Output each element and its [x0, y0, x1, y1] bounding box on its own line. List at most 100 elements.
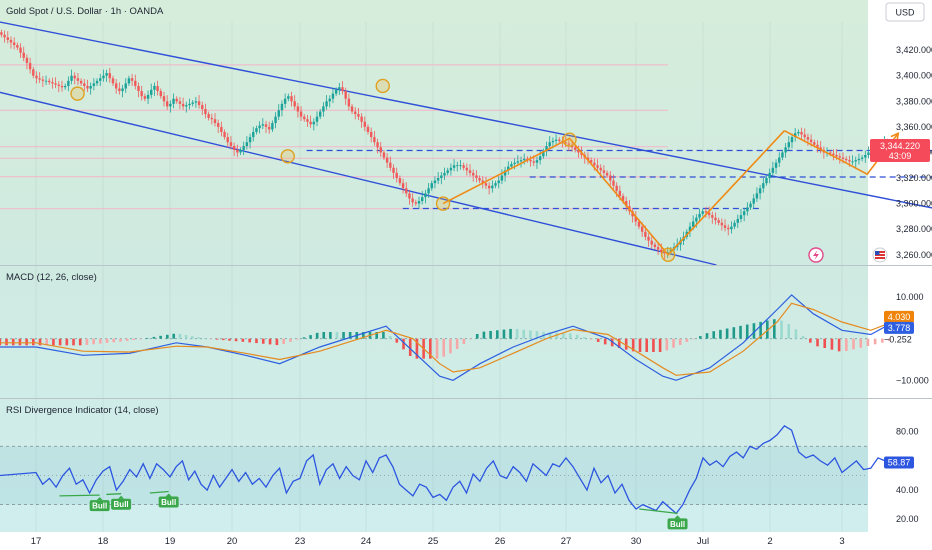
candlestick[interactable]	[768, 168, 771, 184]
candlestick[interactable]	[92, 78, 96, 91]
macd-histogram-bar[interactable]	[739, 325, 742, 339]
macd-histogram-bar[interactable]	[515, 329, 519, 339]
candlestick[interactable]	[130, 73, 134, 87]
macd-histogram-bar[interactable]	[712, 331, 716, 339]
macd-histogram-bar[interactable]	[652, 338, 655, 352]
candlestick[interactable]	[736, 214, 740, 229]
bull-divergence-badge[interactable]: Bull	[89, 497, 110, 512]
candlestick[interactable]	[749, 201, 752, 211]
candlestick[interactable]	[357, 107, 360, 121]
candlestick[interactable]	[771, 161, 775, 177]
candlestick[interactable]	[459, 159, 462, 170]
candlestick[interactable]	[507, 161, 510, 175]
candlestick[interactable]	[411, 193, 414, 207]
macd-histogram-bar[interactable]	[58, 338, 62, 346]
candlestick[interactable]	[787, 136, 791, 151]
macd-histogram-bar[interactable]	[562, 332, 565, 339]
pivot-circle-marker[interactable]	[375, 78, 390, 94]
candlestick[interactable]	[252, 126, 255, 142]
candlestick[interactable]	[140, 85, 143, 101]
macd-histogram-bar[interactable]	[752, 323, 756, 339]
macd-histogram-bar[interactable]	[881, 338, 884, 343]
candlestick[interactable]	[35, 71, 38, 84]
candlestick[interactable]	[54, 77, 57, 89]
macd-histogram-bar[interactable]	[52, 338, 55, 346]
candlestick[interactable]	[701, 208, 704, 217]
candlestick[interactable]	[602, 165, 606, 178]
candlestick[interactable]	[605, 170, 609, 179]
macd-histogram-bar[interactable]	[866, 338, 870, 346]
macd-histogram-bar[interactable]	[228, 338, 231, 341]
candlestick[interactable]	[436, 171, 440, 185]
candlestick[interactable]	[558, 137, 561, 144]
macd-histogram-bar[interactable]	[645, 338, 649, 352]
candlestick[interactable]	[188, 98, 191, 110]
candlestick[interactable]	[452, 159, 456, 172]
macd-histogram-bar[interactable]	[65, 338, 69, 346]
projection-arrowhead[interactable]	[890, 131, 900, 142]
candlestick[interactable]	[433, 176, 437, 189]
macd-value-tag[interactable]	[884, 321, 914, 334]
candlestick[interactable]	[338, 82, 341, 96]
candlestick[interactable]	[430, 180, 433, 191]
candlestick[interactable]	[707, 206, 711, 219]
candlestick[interactable]	[363, 116, 367, 132]
candlestick[interactable]	[758, 184, 762, 200]
macd-histogram-bar[interactable]	[388, 336, 392, 339]
macd-histogram-bar[interactable]	[873, 338, 877, 345]
macd-histogram-bar[interactable]	[665, 338, 669, 351]
candlestick[interactable]	[596, 159, 599, 172]
macd-histogram-bar[interactable]	[241, 338, 245, 342]
candlestick[interactable]	[698, 208, 701, 223]
macd-histogram-bar[interactable]	[132, 338, 136, 341]
candlestick[interactable]	[38, 72, 41, 84]
macd-histogram-bar[interactable]	[159, 335, 162, 339]
candlestick[interactable]	[172, 93, 175, 109]
candlestick[interactable]	[456, 161, 459, 172]
candlestick[interactable]	[554, 134, 558, 146]
candlestick[interactable]	[819, 141, 822, 154]
candlestick[interactable]	[146, 90, 150, 104]
bull-divergence-badge[interactable]: Bull	[111, 495, 132, 510]
macd-histogram-bar[interactable]	[780, 320, 783, 339]
macd-histogram-bar[interactable]	[209, 338, 213, 340]
candlestick[interactable]	[350, 103, 354, 115]
candlestick[interactable]	[366, 124, 370, 135]
candlestick[interactable]	[242, 141, 245, 156]
currency-button[interactable]: USD	[885, 2, 925, 22]
macd-histogram-bar[interactable]	[125, 338, 129, 341]
candlestick[interactable]	[392, 164, 395, 180]
macd-histogram-bar[interactable]	[322, 332, 326, 339]
candlestick[interactable]	[232, 142, 236, 157]
candlestick[interactable]	[334, 87, 338, 97]
candlestick[interactable]	[765, 175, 768, 186]
macd-histogram-bar[interactable]	[395, 338, 399, 343]
macd-histogram-bar[interactable]	[816, 338, 819, 347]
candlestick[interactable]	[162, 91, 166, 107]
candlestick[interactable]	[535, 156, 539, 169]
macd-histogram-bar[interactable]	[469, 338, 472, 340]
candlestick[interactable]	[462, 162, 465, 171]
bull-divergence-badge[interactable]: Bull	[158, 493, 179, 508]
candlestick[interactable]	[51, 77, 54, 89]
candlestick[interactable]	[545, 141, 548, 157]
candlestick[interactable]	[223, 129, 226, 140]
candlestick[interactable]	[860, 155, 864, 162]
candlestick[interactable]	[398, 175, 402, 186]
candlestick[interactable]	[22, 46, 25, 62]
candlestick[interactable]	[315, 111, 319, 127]
macd-histogram-bar[interactable]	[38, 338, 42, 346]
rsi-panel[interactable]: Bull Bull Bull Bull	[0, 424, 893, 530]
candlestick[interactable]	[369, 127, 373, 143]
candlestick[interactable]	[774, 159, 778, 174]
macd-histogram-bar[interactable]	[275, 338, 279, 346]
channel-upper-line[interactable]	[0, 21, 932, 210]
macd-histogram-bar[interactable]	[429, 338, 432, 359]
candlestick[interactable]	[414, 199, 418, 207]
macd-histogram-bar[interactable]	[78, 338, 82, 346]
candlestick[interactable]	[612, 174, 615, 190]
macd-histogram-bar[interactable]	[787, 324, 791, 339]
candlestick[interactable]	[465, 163, 469, 176]
candlestick[interactable]	[153, 82, 156, 96]
candlestick[interactable]	[287, 93, 290, 102]
